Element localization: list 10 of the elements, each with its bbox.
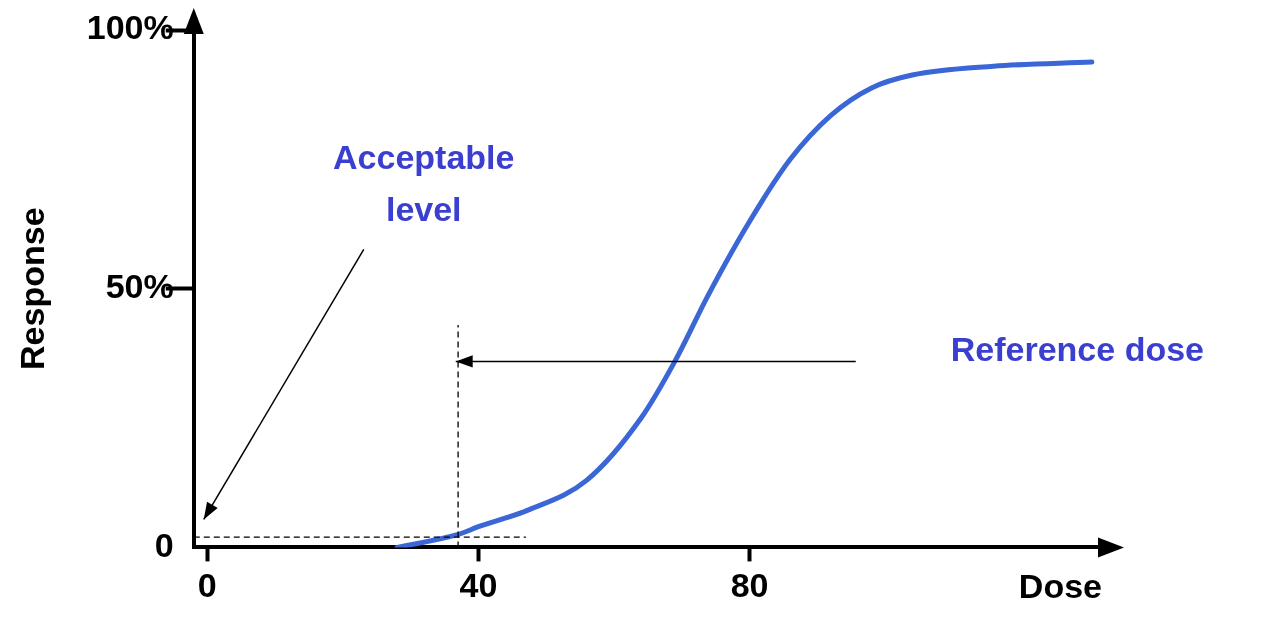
x-tick-label: 0 xyxy=(197,566,217,605)
y-tick-label: 0 xyxy=(154,525,174,564)
x-axis-title: Dose xyxy=(1018,566,1102,605)
x-tick-label: 80 xyxy=(730,566,769,605)
annotation: Acceptable level xyxy=(333,137,515,228)
x-tick-label: 40 xyxy=(459,566,498,605)
y-tick-label: 100% xyxy=(86,8,174,47)
y-tick-label: 50% xyxy=(105,267,174,306)
annotation: Reference dose xyxy=(950,329,1204,368)
y-axis-title: Response xyxy=(12,207,51,370)
